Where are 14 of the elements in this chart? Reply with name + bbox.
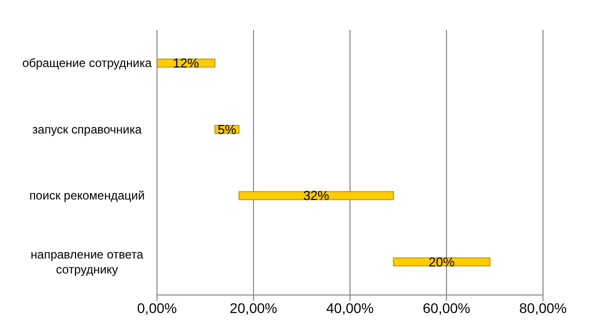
bar xyxy=(238,191,394,200)
y-tick-label: обращение сотрудника xyxy=(22,56,152,70)
data-label: 12% xyxy=(172,56,200,71)
data-label: 5% xyxy=(218,122,237,137)
x-tick-label: 20,00% xyxy=(230,300,278,316)
x-tick-label: 0,00% xyxy=(137,300,177,316)
y-tick-label: поиск рекомендаций xyxy=(29,188,145,203)
x-tick-label: 40,00% xyxy=(326,300,374,316)
x-tick-label: 60,00% xyxy=(422,300,470,316)
y-tick-label: направление ответа сотруднику xyxy=(30,247,144,276)
data-label: 32% xyxy=(303,188,330,204)
data-label: 20% xyxy=(428,254,456,270)
x-tick-label: 80,00% xyxy=(519,300,567,316)
y-tick-label: запуск справочника xyxy=(32,122,142,136)
